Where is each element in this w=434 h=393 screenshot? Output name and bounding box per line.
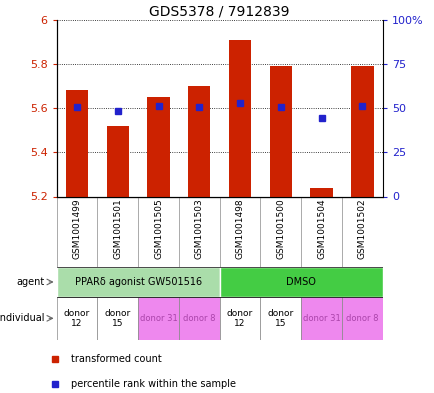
Bar [310, 187, 332, 196]
Bar [178, 297, 219, 340]
Text: GSM1001503: GSM1001503 [194, 198, 203, 259]
Bar [219, 297, 260, 340]
Text: agent: agent [16, 277, 44, 287]
Title: GDS5378 / 7912839: GDS5378 / 7912839 [149, 4, 289, 18]
Bar [341, 297, 382, 340]
Bar [269, 66, 291, 196]
Bar [56, 297, 97, 340]
Text: donor
15: donor 15 [104, 309, 131, 328]
Text: donor
12: donor 12 [227, 309, 253, 328]
Text: PPARδ agonist GW501516: PPARδ agonist GW501516 [74, 277, 201, 287]
Bar [300, 297, 341, 340]
Bar [56, 267, 219, 297]
Text: individual: individual [0, 313, 44, 323]
Bar [147, 97, 169, 196]
Text: percentile rank within the sample: percentile rank within the sample [71, 379, 236, 389]
Text: donor 31: donor 31 [302, 314, 340, 323]
Bar [138, 297, 178, 340]
Text: donor 8: donor 8 [345, 314, 378, 323]
Text: donor 8: donor 8 [183, 314, 215, 323]
Bar [66, 90, 88, 196]
Text: GSM1001498: GSM1001498 [235, 198, 244, 259]
Bar [106, 126, 128, 196]
Bar [97, 297, 138, 340]
Text: GSM1001499: GSM1001499 [72, 198, 81, 259]
Text: DMSO: DMSO [286, 277, 316, 287]
Bar [219, 267, 382, 297]
Bar [228, 40, 251, 197]
Text: transformed count: transformed count [71, 354, 162, 364]
Text: donor
15: donor 15 [267, 309, 293, 328]
Bar [350, 66, 373, 196]
Text: donor 31: donor 31 [139, 314, 177, 323]
Bar [187, 86, 210, 196]
Text: donor
12: donor 12 [64, 309, 90, 328]
Text: GSM1001505: GSM1001505 [154, 198, 163, 259]
Bar [260, 297, 300, 340]
Text: GSM1001501: GSM1001501 [113, 198, 122, 259]
Text: GSM1001504: GSM1001504 [316, 198, 326, 259]
Text: GSM1001500: GSM1001500 [276, 198, 285, 259]
Text: GSM1001502: GSM1001502 [357, 198, 366, 259]
